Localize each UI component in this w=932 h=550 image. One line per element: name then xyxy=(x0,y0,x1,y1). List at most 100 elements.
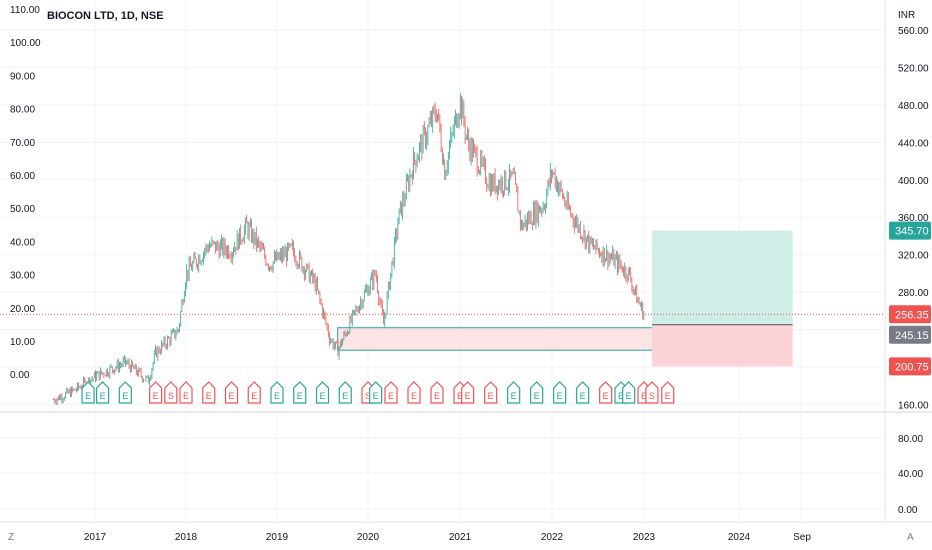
earnings-marker-label: E xyxy=(85,391,91,401)
candle-series xyxy=(53,92,645,406)
earnings-marker-label: E xyxy=(580,391,586,401)
earnings-marker xyxy=(407,381,421,404)
price-label-stop: 200.75 xyxy=(895,361,929,373)
left-axis-tick-label: 60.00 xyxy=(10,171,35,182)
earnings-marker-label: E xyxy=(373,391,379,401)
earnings-marker-label: E xyxy=(100,391,106,401)
time-axis-tick-label: 2020 xyxy=(357,532,380,543)
earnings-marker xyxy=(118,381,132,404)
earnings-marker-label: E xyxy=(183,391,189,401)
earnings-marker-label: E xyxy=(511,391,517,401)
right-axis-tick-label: 320.00 xyxy=(898,251,929,262)
price-label-box xyxy=(889,325,931,344)
price-label-box xyxy=(889,305,931,324)
earnings-marker-label: E xyxy=(122,391,128,401)
earnings-marker xyxy=(81,381,95,404)
earnings-marker-label: E xyxy=(206,391,212,401)
chart-title: BIOCON LTD, 1D, NSE xyxy=(47,10,164,22)
time-axis-tick-label: 2022 xyxy=(541,532,564,543)
right-axis-tick-label: 280.00 xyxy=(898,288,929,299)
earnings-marker-label: E xyxy=(641,391,647,401)
price-label-entry: 245.15 xyxy=(895,330,929,342)
left-axis-tick-label: 70.00 xyxy=(10,138,35,149)
earnings-marker xyxy=(179,381,193,404)
earnings-marker-label: E xyxy=(665,391,671,401)
volume-axis-tick-label: 80.00 xyxy=(898,434,923,445)
earnings-marker-label: E xyxy=(251,391,257,401)
position-stop-zone xyxy=(651,324,793,367)
left-axis-tick-label: 0.00 xyxy=(10,370,30,381)
earnings-marker xyxy=(95,381,110,404)
time-axis-tick-label: Sep xyxy=(793,532,811,543)
earnings-marker xyxy=(315,381,330,404)
earnings-marker xyxy=(645,381,659,404)
earnings-marker-label: E xyxy=(488,391,494,401)
left-axis-tick-label: 50.00 xyxy=(10,204,35,215)
time-axis-tick-label: 2018 xyxy=(175,532,198,543)
time-axis-tick-label: 2021 xyxy=(449,532,472,543)
earnings-marker-label: E xyxy=(297,391,303,401)
earnings-marker-label: E xyxy=(274,391,280,401)
timezone-toggle: Z xyxy=(8,532,14,543)
earnings-marker-label: E xyxy=(465,391,471,401)
right-axis-tick-label: 520.00 xyxy=(898,63,929,74)
volume-axis-tick-label: 40.00 xyxy=(898,469,923,480)
earnings-marker-label: E xyxy=(388,391,394,401)
earnings-marker xyxy=(338,381,352,404)
left-axis-tick-label: 40.00 xyxy=(10,237,35,248)
earnings-marker xyxy=(149,381,163,404)
earnings-marker-label: S xyxy=(649,391,655,401)
price-label-target: 345.70 xyxy=(895,226,929,238)
left-axis-tick-label: 90.00 xyxy=(10,71,35,82)
earnings-marker xyxy=(461,381,475,404)
earnings-marker xyxy=(553,381,567,404)
earnings-marker-label: E xyxy=(618,391,624,401)
price-label-last: 256.35 xyxy=(895,309,929,321)
earnings-marker-label: E xyxy=(534,391,540,401)
earnings-marker-label: E xyxy=(229,391,235,401)
time-axis-tick-label: 2024 xyxy=(728,532,751,543)
earnings-marker xyxy=(247,381,261,404)
earnings-marker xyxy=(293,381,307,404)
time-axis-tick-label: 2019 xyxy=(266,532,289,543)
earnings-marker xyxy=(224,381,239,404)
right-axis-tick-label: 160.00 xyxy=(898,401,929,412)
earnings-marker xyxy=(599,381,613,404)
earnings-marker-label: E xyxy=(434,391,440,401)
earnings-marker-label: E xyxy=(342,391,348,401)
time-axis-tick-label: 2017 xyxy=(84,532,107,543)
position-target-zone xyxy=(651,230,793,325)
earnings-marker xyxy=(661,381,675,404)
left-axis-tick-label: 110.00 xyxy=(10,5,40,16)
earnings-marker-label: E xyxy=(626,391,632,401)
earnings-marker xyxy=(530,381,544,404)
earnings-marker xyxy=(384,381,398,404)
left-axis-tick-label: 20.00 xyxy=(10,304,35,315)
earnings-marker-label: E xyxy=(603,391,609,401)
earnings-marker-label: S xyxy=(168,391,174,401)
earnings-marker xyxy=(202,381,216,404)
earnings-marker xyxy=(507,381,521,404)
right-axis-tick-label: 400.00 xyxy=(898,176,929,187)
earnings-marker-label: E xyxy=(411,391,417,401)
right-axis-tick-label: 440.00 xyxy=(898,138,929,149)
earnings-marker xyxy=(270,381,284,404)
volume-axis-tick-label: 0.00 xyxy=(898,505,918,516)
earnings-marker-label: S xyxy=(365,391,371,401)
auto-scale-toggle: A xyxy=(907,532,914,543)
price-label-box xyxy=(889,357,931,376)
earnings-marker xyxy=(622,381,636,404)
left-axis-tick-label: 100.00 xyxy=(10,38,41,49)
earnings-marker xyxy=(369,381,383,404)
earnings-marker-label: E xyxy=(153,391,159,401)
left-axis-tick-label: 80.00 xyxy=(10,105,35,116)
right-axis-tick-label: 360.00 xyxy=(898,213,929,224)
left-axis-tick-label: 10.00 xyxy=(10,337,35,348)
earnings-marker xyxy=(576,381,590,404)
earnings-marker xyxy=(484,381,498,404)
earnings-marker xyxy=(164,381,178,404)
left-axis-tick-label: 30.00 xyxy=(10,271,35,282)
earnings-marker-label: E xyxy=(557,391,563,401)
right-axis-tick-label: 560.00 xyxy=(898,26,929,37)
